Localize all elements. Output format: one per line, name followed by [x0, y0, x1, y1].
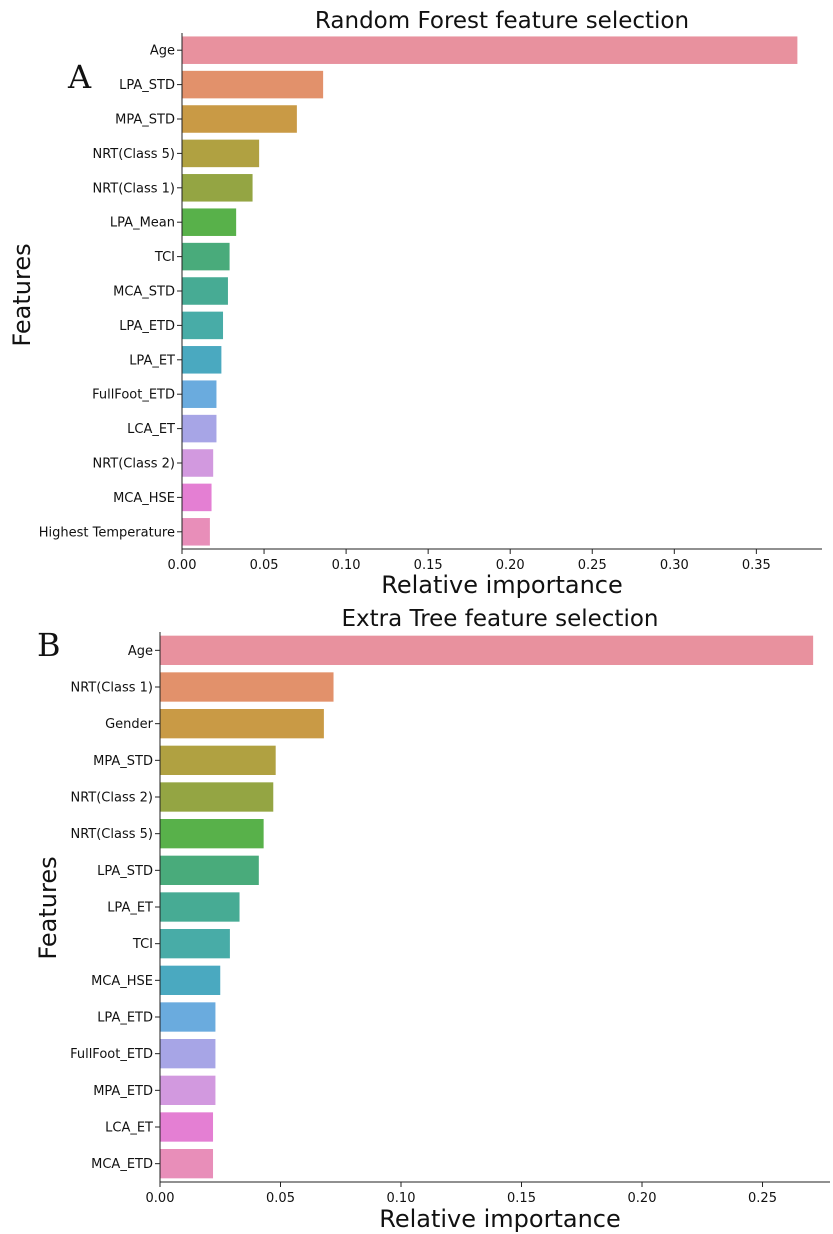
panel-b: B Extra Tree feature selection Relative … [34, 606, 830, 1233]
panel-b-bar [160, 1149, 214, 1179]
panel-b-bar [160, 745, 276, 775]
panel-a-bar [182, 70, 324, 99]
panel-b-category-label: FullFoot_ETD [70, 1047, 153, 1062]
panel-a-bar [182, 174, 253, 202]
panel-a-bar [182, 208, 237, 236]
panel-a-x-tick-label: 0.25 [578, 558, 607, 573]
panel-b-category-label: Age [128, 644, 153, 659]
panel-b-x-tick-label: 0.00 [146, 1191, 175, 1206]
panel-a-category-label: LPA_ETD [119, 319, 175, 334]
panel-a-bar [182, 139, 260, 168]
panel-a-category-label: TCI [154, 250, 175, 265]
panel-b-bar [160, 635, 814, 665]
panel-a-category-label: MCA_HSE [113, 491, 175, 506]
panel-b-category-label: MPA_ETD [93, 1084, 153, 1099]
panel-a-bar [182, 483, 212, 512]
panel-a-bar [182, 242, 230, 271]
panel-b-category-labels: Age NRT(Class 1) Gender MPA_STD NRT(Class 2)… [70, 644, 160, 1172]
panel-a-x-tick-label: 0.20 [496, 558, 525, 573]
panel-a-bar [182, 311, 224, 340]
panel-b-category-label: LCA_ET [105, 1121, 153, 1136]
panel-b-category-label: TCI [132, 937, 153, 952]
panel-b-bar [160, 819, 264, 849]
panel-b-category-label: LPA_STD [97, 864, 153, 879]
panel-a-category-label: NRT(Class 5) [92, 147, 175, 162]
panel-a-category-label: LPA_ET [129, 353, 175, 368]
panel-b-category-label: LPA_ET [107, 901, 153, 916]
panel-b-letter: B [37, 626, 61, 664]
panel-a-bar [182, 380, 217, 408]
panel-b-bar [160, 965, 221, 995]
panel-b-category-label: NRT(Class 1) [70, 681, 153, 696]
panel-b-bar [160, 1075, 216, 1105]
panel-b-title: Extra Tree feature selection [342, 606, 659, 632]
panel-b-x-tick-label: 0.05 [266, 1191, 295, 1206]
panel-a-x-tick-label: 0.10 [332, 558, 361, 573]
panel-a-category-label: NRT(Class 1) [92, 181, 175, 196]
panel-a: A Random Forest feature selection Relati… [8, 8, 822, 599]
panel-b-x-axis-label: Relative importance [379, 1205, 621, 1233]
panel-a-x-ticks: 0.00 0.05 0.10 0.15 0.20 0.25 0.30 0.35 [168, 549, 771, 573]
panel-b-y-axis-label: Features [34, 856, 62, 959]
panel-b-x-tick-label: 0.25 [748, 1191, 777, 1206]
panel-b-bar [160, 892, 240, 922]
panel-b-category-label: LPA_ETD [97, 1011, 153, 1026]
panel-a-category-label: NRT(Class 2) [92, 457, 175, 472]
panel-b-x-tick-label: 0.10 [387, 1191, 416, 1206]
panel-b-x-tick-label: 0.15 [507, 1191, 536, 1206]
panel-b-bar [160, 782, 274, 812]
panel-a-category-label: MPA_STD [115, 113, 175, 128]
panel-a-letter: A [67, 58, 92, 96]
panel-b-bar [160, 929, 230, 959]
panel-b-category-label: NRT(Class 5) [70, 827, 153, 842]
panel-a-x-tick-label: 0.35 [742, 558, 771, 573]
panel-b-bar [160, 709, 324, 739]
panel-b-category-label: Gender [105, 717, 154, 732]
panel-a-title: Random Forest feature selection [315, 8, 689, 34]
panel-a-category-label: Age [150, 44, 175, 59]
panel-a-category-label: LCA_ET [127, 422, 175, 437]
panel-a-bar [182, 449, 214, 477]
panel-b-x-tick-label: 0.20 [628, 1191, 657, 1206]
panel-a-bar [182, 105, 297, 133]
panel-a-category-label: FullFoot_ETD [92, 388, 175, 403]
panel-b-bar [160, 1112, 214, 1142]
panel-a-x-tick-label: 0.00 [168, 558, 197, 573]
panel-a-bars [182, 36, 798, 546]
panel-a-bar [182, 277, 228, 305]
panel-a-x-axis-label: Relative importance [381, 571, 623, 599]
panel-b-bar [160, 1039, 216, 1069]
panel-a-category-label: Highest Temperature [39, 525, 175, 540]
panel-a-category-label: LPA_Mean [110, 216, 175, 231]
panel-b-x-ticks: 0.00 0.05 0.10 0.15 0.20 0.25 [146, 1182, 777, 1206]
panel-a-x-tick-label: 0.15 [414, 558, 443, 573]
panel-a-bar [182, 414, 217, 443]
panel-a-category-label: LPA_STD [119, 78, 175, 93]
panel-b-category-label: MPA_STD [93, 754, 153, 769]
panel-b-category-label: MCA_HSE [91, 974, 153, 989]
panel-a-bar [182, 36, 798, 64]
panel-b-bar [160, 672, 334, 702]
panel-b-bar [160, 855, 259, 885]
panel-a-bar [182, 346, 222, 374]
panel-a-y-axis-label: Features [8, 243, 36, 346]
panel-a-category-label: MCA_STD [113, 285, 175, 300]
panel-a-x-tick-label: 0.30 [660, 558, 689, 573]
panel-a-bar [182, 518, 210, 546]
panel-b-bars [160, 635, 814, 1179]
panel-b-bar [160, 1002, 216, 1032]
panel-a-x-tick-label: 0.05 [250, 558, 279, 573]
panel-b-category-label: NRT(Class 2) [70, 791, 153, 806]
panel-a-category-labels: Age LPA_STD MPA_STD NRT(Class 5) NRT(Class 1… [39, 44, 182, 540]
panel-b-category-label: MCA_ETD [91, 1157, 153, 1172]
